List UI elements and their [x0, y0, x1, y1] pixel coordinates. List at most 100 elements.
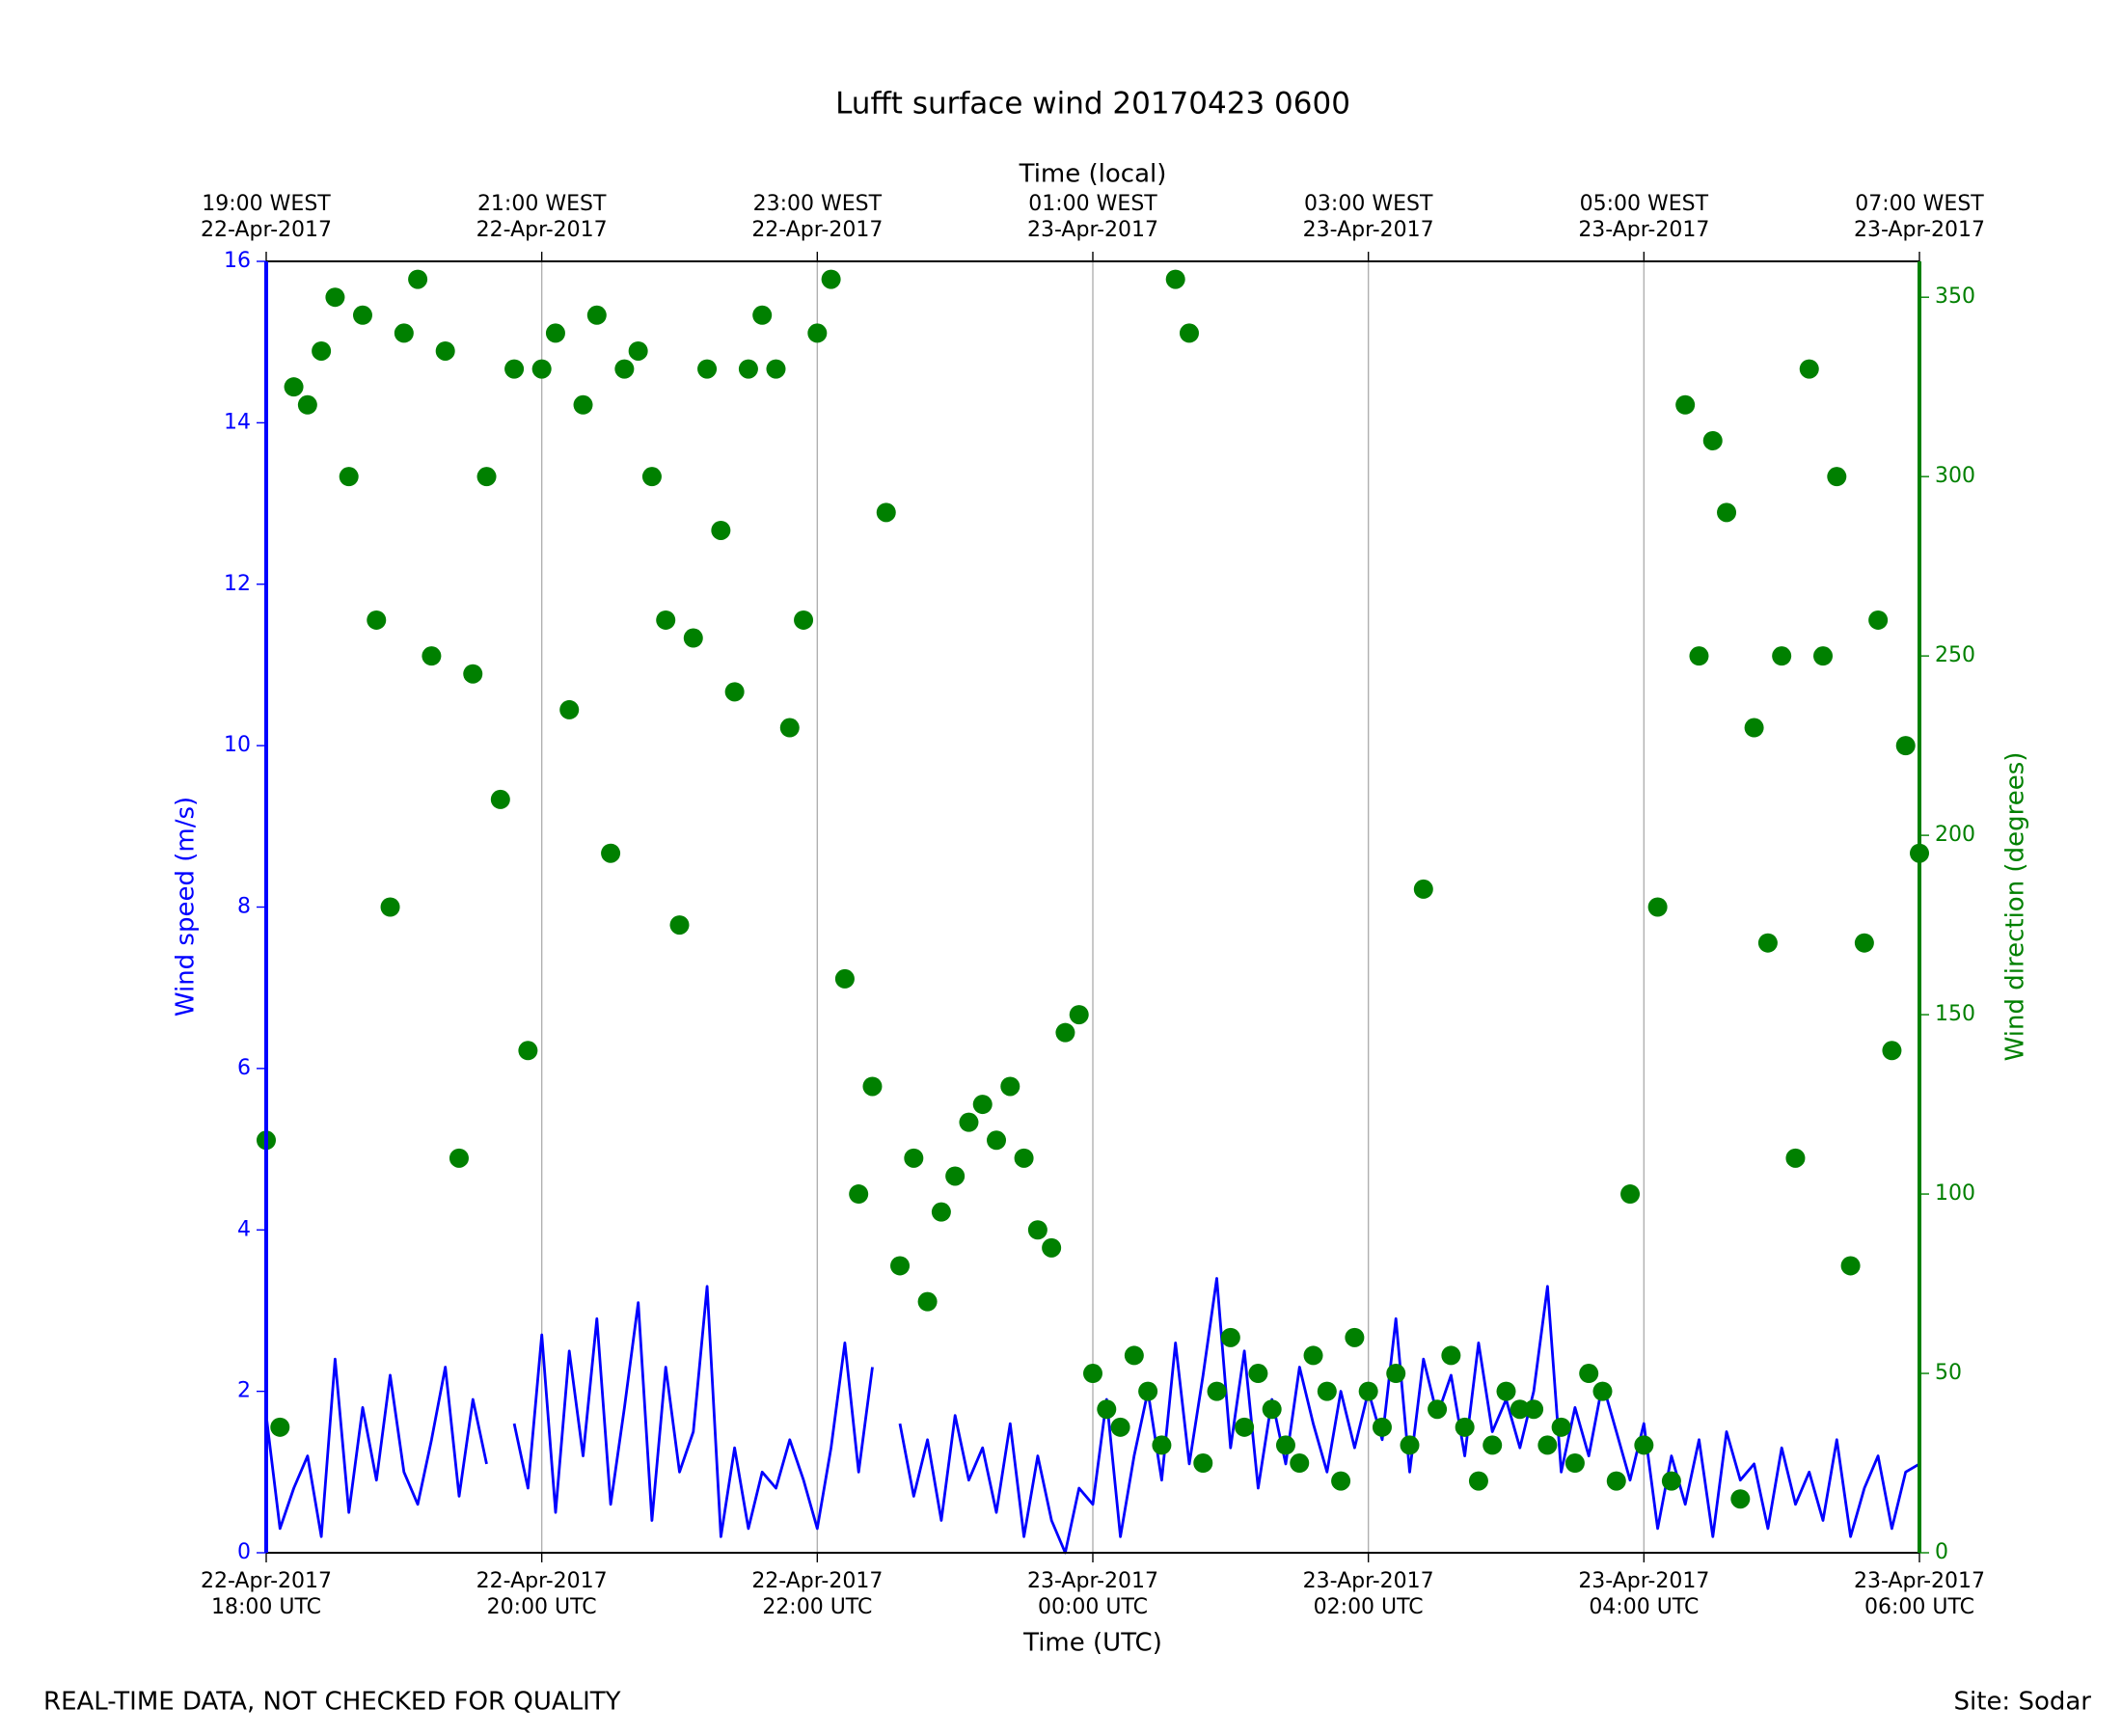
direction-point — [1000, 1076, 1020, 1097]
direction-point — [1702, 430, 1723, 450]
direction-point — [1868, 610, 1889, 630]
x2-axis-label: Time (local) — [1019, 160, 1167, 189]
direction-point — [1290, 1453, 1310, 1474]
direction-point — [1661, 1471, 1681, 1491]
direction-point — [1428, 1399, 1448, 1420]
direction-point — [1235, 1417, 1255, 1437]
direction-point — [1345, 1327, 1365, 1347]
direction-point — [1455, 1417, 1475, 1437]
direction-point — [1785, 1148, 1806, 1168]
direction-point — [1372, 1417, 1392, 1437]
direction-point — [1441, 1345, 1461, 1366]
direction-point — [1220, 1327, 1240, 1347]
direction-point — [1275, 1435, 1295, 1455]
direction-point — [1730, 1489, 1751, 1509]
direction-point — [408, 269, 428, 289]
direction-point — [683, 628, 703, 648]
x-tick-label: 22-Apr-2017 — [751, 1569, 883, 1593]
direction-point — [339, 467, 359, 487]
y-tick-label: 14 — [224, 410, 251, 434]
direction-point — [1675, 394, 1696, 415]
direction-point — [1386, 1364, 1406, 1384]
x-tick-label: 02:00 UTC — [1314, 1595, 1424, 1619]
y-tick-label: 16 — [224, 249, 251, 273]
direction-point — [766, 359, 786, 379]
x2-tick-label: 23:00 WEST — [753, 192, 883, 216]
y2-tick-label: 250 — [1935, 643, 1975, 667]
x2-tick-label: 23-Apr-2017 — [1303, 218, 1434, 242]
direction-point — [1592, 1381, 1613, 1401]
direction-point — [1303, 1345, 1323, 1366]
x2-tick-label: 03:00 WEST — [1304, 192, 1433, 216]
x2-tick-label: 05:00 WEST — [1580, 192, 1709, 216]
direction-point — [1069, 1005, 1089, 1025]
direction-point — [1331, 1471, 1351, 1491]
direction-point — [1882, 1041, 1902, 1061]
x-tick-label: 23-Apr-2017 — [1578, 1569, 1709, 1593]
direction-point — [1620, 1184, 1641, 1205]
direction-point — [449, 1148, 469, 1168]
direction-point — [1468, 1471, 1488, 1491]
direction-point — [1524, 1399, 1544, 1420]
direction-point — [656, 610, 676, 630]
direction-point — [849, 1184, 869, 1205]
y-tick-label: 4 — [237, 1217, 251, 1241]
y2-tick-label: 150 — [1935, 1002, 1975, 1026]
direction-point — [628, 340, 648, 361]
direction-point — [545, 323, 565, 343]
direction-point — [463, 664, 483, 684]
direction-point — [1537, 1435, 1558, 1455]
speed-line — [264, 1277, 1920, 1555]
direction-point — [1027, 1220, 1047, 1240]
y-tick-label: 2 — [237, 1379, 251, 1403]
footer-site: Site: Sodar — [1954, 1688, 2092, 1717]
direction-point — [1165, 269, 1185, 289]
direction-point — [1496, 1381, 1516, 1401]
x-tick-label: 22:00 UTC — [762, 1595, 872, 1619]
direction-point — [531, 359, 552, 379]
x-tick-label: 22-Apr-2017 — [201, 1569, 332, 1593]
direction-point — [1799, 359, 1819, 379]
direction-point — [904, 1148, 924, 1168]
direction-point — [422, 646, 442, 666]
direction-point — [559, 699, 580, 719]
y2-tick-label: 100 — [1935, 1181, 1975, 1206]
chart-title: Lufft surface wind 20170423 0600 — [835, 87, 1350, 122]
direction-point — [987, 1130, 1007, 1151]
direction-point — [435, 340, 455, 361]
direction-point — [1744, 718, 1764, 738]
y-tick-label: 12 — [224, 572, 251, 596]
direction-point — [1483, 1435, 1503, 1455]
direction-point — [394, 323, 414, 343]
x-tick-label: 22-Apr-2017 — [476, 1569, 608, 1593]
direction-point — [573, 394, 593, 415]
direction-point — [917, 1291, 938, 1312]
direction-point — [862, 1076, 883, 1097]
direction-point — [614, 359, 635, 379]
x2-tick-label: 23-Apr-2017 — [1578, 218, 1709, 242]
direction-point — [518, 1041, 538, 1061]
x2-tick-label: 23-Apr-2017 — [1027, 218, 1158, 242]
direction-point — [1248, 1364, 1268, 1384]
x2-tick-label: 07:00 WEST — [1855, 192, 1984, 216]
direction-point — [1110, 1417, 1130, 1437]
direction-point — [270, 1417, 290, 1437]
direction-point — [890, 1256, 911, 1276]
y-tick-label: 6 — [237, 1056, 251, 1080]
x-axis-label: Time (UTC) — [1022, 1629, 1162, 1658]
direction-point — [1689, 646, 1709, 666]
direction-point — [1317, 1381, 1337, 1401]
x2-tick-label: 21:00 WEST — [477, 192, 607, 216]
direction-point — [821, 269, 841, 289]
direction-point — [352, 305, 372, 325]
direction-point — [1055, 1022, 1075, 1043]
direction-point — [697, 359, 718, 379]
x2-tick-label: 23-Apr-2017 — [1854, 218, 1985, 242]
direction-point — [779, 718, 800, 738]
direction-point — [738, 359, 758, 379]
direction-point — [1854, 933, 1874, 953]
footer-note: REAL-TIME DATA, NOT CHECKED FOR QUALITY — [43, 1688, 621, 1717]
direction-point — [807, 323, 828, 343]
x2-tick-label: 22-Apr-2017 — [751, 218, 883, 242]
